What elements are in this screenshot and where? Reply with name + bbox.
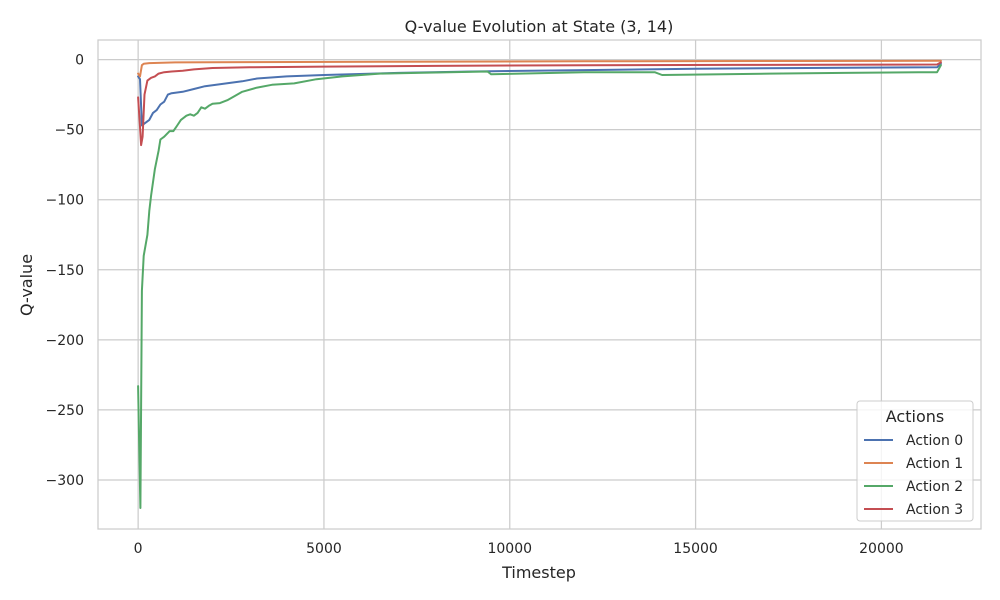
series-line-action-0 (137, 62, 942, 127)
x-tick-label: 15000 (673, 541, 718, 557)
legend: Actions Action 0 Action 1 Action 2 Action 3 (856, 400, 974, 522)
chart-title: Q-value Evolution at State (3, 14) (405, 17, 674, 36)
legend-box (856, 400, 974, 522)
y-tick-label: −300 (46, 473, 84, 489)
x-tick-label: 5000 (306, 541, 342, 557)
series-line-action-1 (137, 59, 942, 78)
plot-area-frame (97, 39, 982, 530)
series-lines (137, 59, 942, 509)
legend-label-action-2: Action 2 (906, 479, 963, 495)
y-tick-label: −250 (46, 403, 84, 419)
x-tick-label: 20000 (859, 541, 904, 557)
y-tick-label: −150 (46, 263, 84, 279)
x-tick-label: 0 (134, 541, 143, 557)
tick-labels: 0 5000 10000 15000 20000 0 −50 −100 −150 −200 −250… (46, 53, 904, 557)
y-tick-label: −50 (54, 123, 84, 139)
legend-label-action-3: Action 3 (906, 502, 963, 518)
x-axis-title: Timestep (501, 563, 576, 582)
legend-label-action-1: Action 1 (906, 456, 963, 472)
y-tick-label: 0 (75, 53, 84, 69)
legend-label-action-0: Action 0 (906, 433, 963, 449)
y-axis-title: Q-value (17, 254, 36, 316)
legend-items: Action 0 Action 1 Action 2 Action 3 (864, 433, 963, 518)
y-tick-label: −100 (46, 193, 84, 209)
y-tick-label: −200 (46, 333, 84, 349)
series-line-action-3 (137, 61, 942, 147)
grid-lines (98, 40, 981, 529)
x-tick-label: 10000 (487, 541, 532, 557)
legend-title: Actions (886, 407, 944, 426)
series-line-action-2 (137, 64, 942, 509)
